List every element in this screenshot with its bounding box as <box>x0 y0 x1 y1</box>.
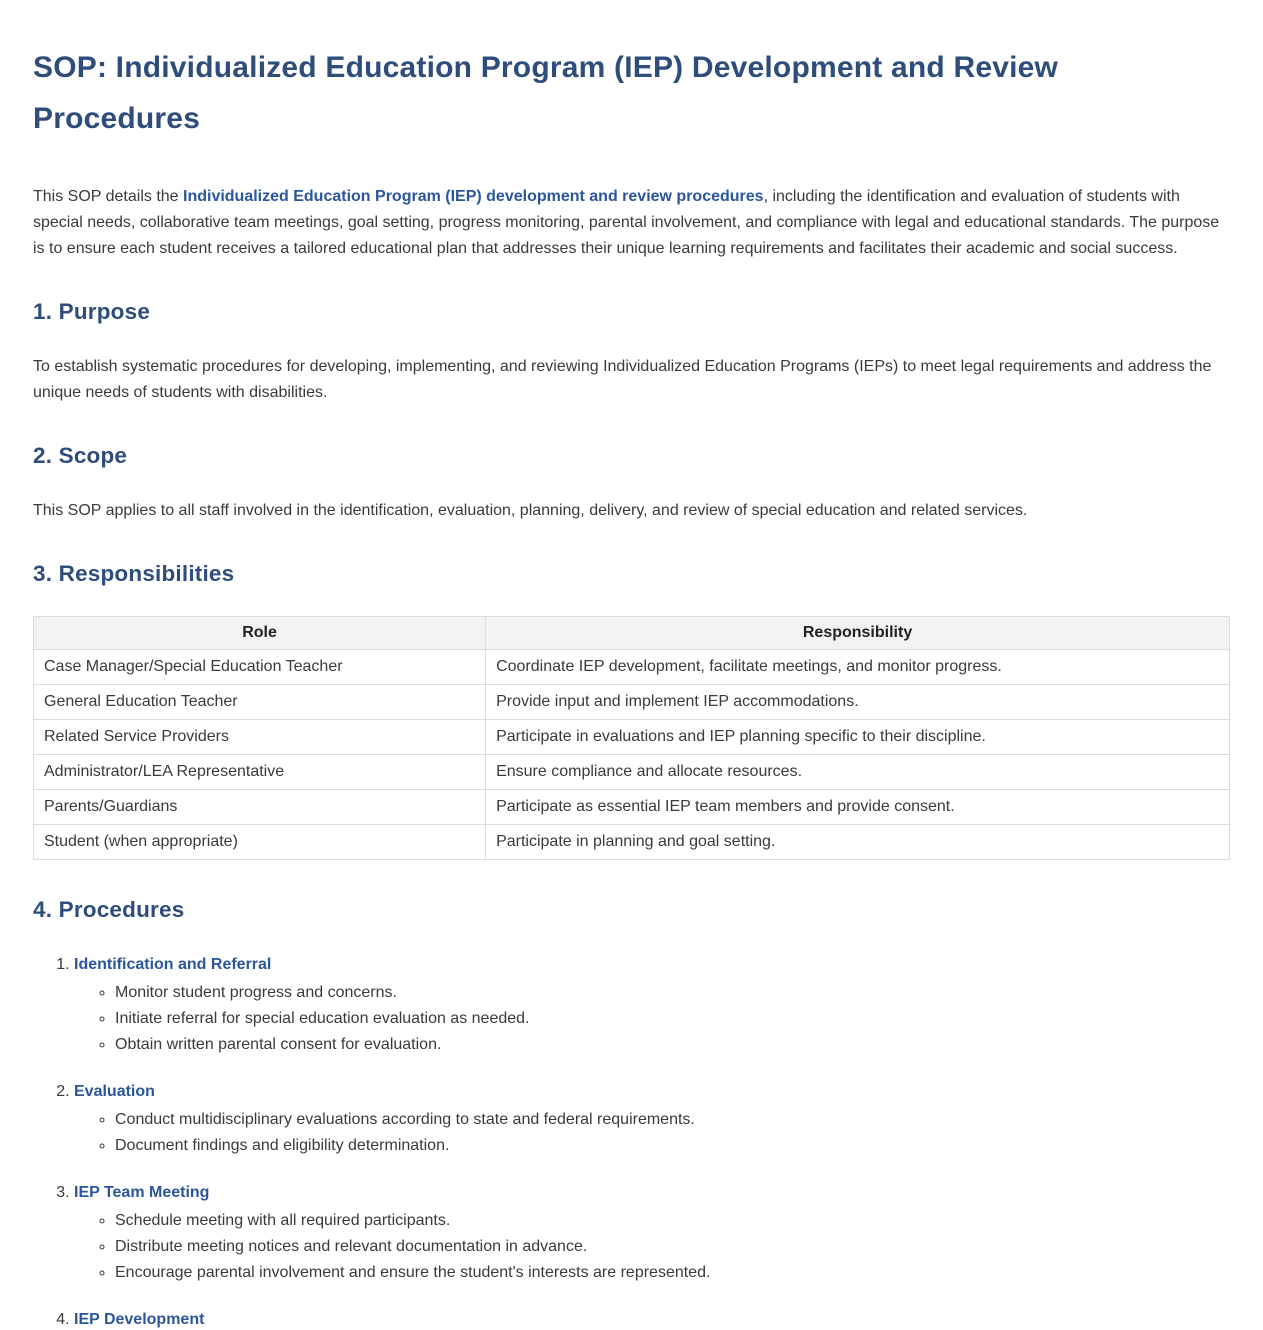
procedure-step: IEP Development <box>74 1310 1230 1330</box>
table-row: Parents/Guardians Participate as essenti… <box>32 789 1230 825</box>
table-row: General Education Teacher Provide input … <box>32 684 1230 720</box>
page-title: SOP: Individualized Education Program (I… <box>33 51 1059 135</box>
procedures-list: Identification and Referral Monitor stud… <box>33 955 1230 1330</box>
procedure-step: Evaluation Conduct multidisciplinary eva… <box>74 1082 1230 1155</box>
responsibility-cell: Participate as essential IEP team member… <box>485 789 1230 825</box>
section-heading-scope: 2. Scope <box>33 443 128 468</box>
procedure-step-title: Evaluation <box>74 1083 155 1100</box>
table-row: Case Manager/Special Education Teacher C… <box>32 649 1230 685</box>
section-heading-procedures: 4. Procedures <box>33 897 185 922</box>
role-cell: Student (when appropriate) <box>32 824 487 860</box>
table-header-row: Role Responsibility <box>32 616 1230 650</box>
intro-text-after: , including the identification and evalu… <box>33 188 1220 257</box>
intro-paragraph: This SOP details the Individualized Educ… <box>33 184 1230 262</box>
procedure-bullet: Conduct multidisciplinary evaluations ac… <box>115 1110 1230 1129</box>
procedure-bullet: Encourage parental involvement and ensur… <box>115 1263 1230 1282</box>
responsibility-cell: Provide input and implement IEP accommod… <box>485 684 1230 720</box>
role-cell: Administrator/LEA Representative <box>32 754 487 790</box>
role-cell: General Education Teacher <box>32 684 487 720</box>
procedure-step-bullets: Conduct multidisciplinary evaluations ac… <box>74 1110 1230 1155</box>
table-header-responsibility: Responsibility <box>485 616 1230 650</box>
section-heading-purpose: 1. Purpose <box>33 299 151 324</box>
role-cell: Related Service Providers <box>32 719 487 755</box>
procedure-bullet: Document findings and eligibility determ… <box>115 1136 1230 1155</box>
procedure-bullet: Initiate referral for special education … <box>115 1009 1230 1028</box>
procedure-step-bullets: Monitor student progress and concerns. I… <box>74 983 1230 1054</box>
responsibility-cell: Ensure compliance and allocate resources… <box>485 754 1230 790</box>
intro-strong-text: Individualized Education Program (IEP) d… <box>183 188 764 205</box>
responsibility-cell: Participate in evaluations and IEP plann… <box>485 719 1230 755</box>
procedure-step-title: IEP Team Meeting <box>74 1184 210 1201</box>
responsibility-cell: Participate in planning and goal setting… <box>485 824 1230 860</box>
table-row: Administrator/LEA Representative Ensure … <box>32 754 1230 790</box>
role-cell: Case Manager/Special Education Teacher <box>32 649 487 685</box>
section-heading-responsibilities: 3. Responsibilities <box>33 561 235 586</box>
procedure-step-bullets: Schedule meeting with all required parti… <box>74 1211 1230 1282</box>
procedure-step: Identification and Referral Monitor stud… <box>74 955 1230 1054</box>
responsibilities-table: Role Responsibility Case Manager/Special… <box>32 616 1230 860</box>
table-row: Student (when appropriate) Participate i… <box>32 824 1230 860</box>
procedure-bullet: Distribute meeting notices and relevant … <box>115 1237 1230 1256</box>
purpose-text: To establish systematic procedures for d… <box>33 358 1212 401</box>
responsibility-cell: Coordinate IEP development, facilitate m… <box>485 649 1230 685</box>
procedure-step-title: Identification and Referral <box>74 956 272 973</box>
procedure-bullet: Schedule meeting with all required parti… <box>115 1211 1230 1230</box>
procedure-step-title: IEP Development <box>74 1311 205 1328</box>
procedure-bullet: Monitor student progress and concerns. <box>115 983 1230 1002</box>
procedure-bullet: Obtain written parental consent for eval… <box>115 1035 1230 1054</box>
role-cell: Parents/Guardians <box>32 789 487 825</box>
intro-text-before: This SOP details the <box>33 188 183 205</box>
scope-text: This SOP applies to all staff involved i… <box>33 502 1028 519</box>
table-header-role: Role <box>32 616 487 650</box>
table-row: Related Service Providers Participate in… <box>32 719 1230 755</box>
procedure-step: IEP Team Meeting Schedule meeting with a… <box>74 1183 1230 1282</box>
